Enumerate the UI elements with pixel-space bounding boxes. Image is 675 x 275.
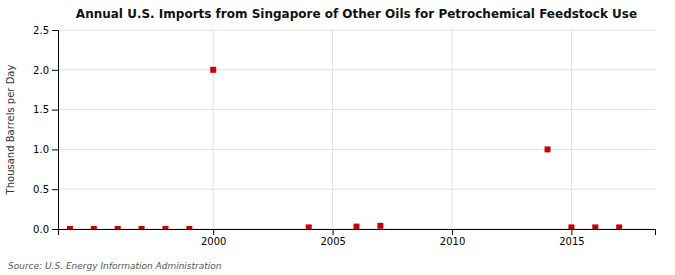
tick-label: 2.5	[33, 25, 49, 36]
chart: 2000 2005 2010 2015 0.0 0.5 1.0 1.5 2.0 2.5 Annual…	[0, 0, 675, 275]
x-axis: 2000 2005 2010 2015	[59, 229, 656, 247]
axis-line	[52, 31, 59, 230]
tick-label: 1.0	[33, 144, 49, 155]
tick-label: 2.0	[33, 65, 49, 76]
tick-label: 2015	[559, 236, 584, 247]
y-axis-label: Thousand Barrels per Day	[5, 65, 16, 196]
point	[91, 226, 97, 229]
tick-mark	[52, 149, 58, 150]
point	[616, 224, 622, 229]
tick-mark	[52, 30, 58, 31]
y-tick: 2.5	[33, 25, 58, 36]
grid-line	[452, 30, 453, 229]
grid-line	[332, 30, 333, 229]
x-tick: 2005	[320, 229, 345, 247]
grid-line	[58, 69, 655, 70]
point	[139, 226, 145, 229]
tick-mark	[52, 189, 58, 190]
points	[67, 67, 622, 229]
tick-label: 2005	[320, 236, 345, 247]
point	[67, 226, 73, 229]
grid-line	[58, 149, 655, 150]
tick-label: 2010	[440, 236, 465, 247]
y-tick: 0.0	[33, 224, 58, 235]
y-tick: 1.0	[33, 144, 58, 155]
point	[186, 226, 192, 229]
point	[210, 67, 216, 73]
plot: 2000 2005 2010 2015 0.0 0.5 1.0 1.5 2.0 2.5	[33, 25, 655, 247]
title: Annual U.S. Imports from Singapore of Ot…	[76, 7, 637, 21]
point	[162, 226, 168, 229]
grid-line	[571, 30, 572, 229]
grid-line	[58, 30, 655, 31]
point	[115, 226, 121, 229]
grid-line	[58, 109, 655, 110]
tick-label: 0.5	[33, 184, 49, 195]
point	[592, 224, 598, 229]
tick-mark	[452, 229, 453, 235]
y-axis: 0.0 0.5 1.0 1.5 2.0 2.5	[33, 25, 58, 235]
x-tick: 2010	[440, 229, 465, 247]
annotation: Source: U.S. Energy Information Administ…	[8, 261, 222, 271]
grid-line	[58, 189, 655, 190]
point	[377, 223, 383, 229]
tick-label: 0.0	[33, 224, 49, 235]
tick-mark	[213, 229, 214, 235]
y-tick: 1.5	[33, 104, 58, 115]
grid-line	[213, 30, 214, 229]
tick-mark	[52, 110, 58, 111]
y-tick: 2.0	[33, 65, 58, 76]
point	[568, 224, 574, 229]
grid	[58, 30, 655, 229]
point	[354, 224, 360, 229]
tick-label: 2000	[201, 236, 226, 247]
y-tick: 0.5	[33, 184, 58, 195]
x-tick: 2015	[559, 229, 584, 247]
tick-mark	[52, 229, 58, 230]
tick-mark	[52, 70, 58, 71]
point	[306, 224, 312, 229]
tick-label: 1.5	[33, 104, 49, 115]
x-tick: 2000	[201, 229, 226, 247]
axis-line	[59, 230, 656, 236]
point	[545, 146, 551, 152]
tick-mark	[333, 229, 334, 235]
tick-mark	[571, 229, 572, 235]
